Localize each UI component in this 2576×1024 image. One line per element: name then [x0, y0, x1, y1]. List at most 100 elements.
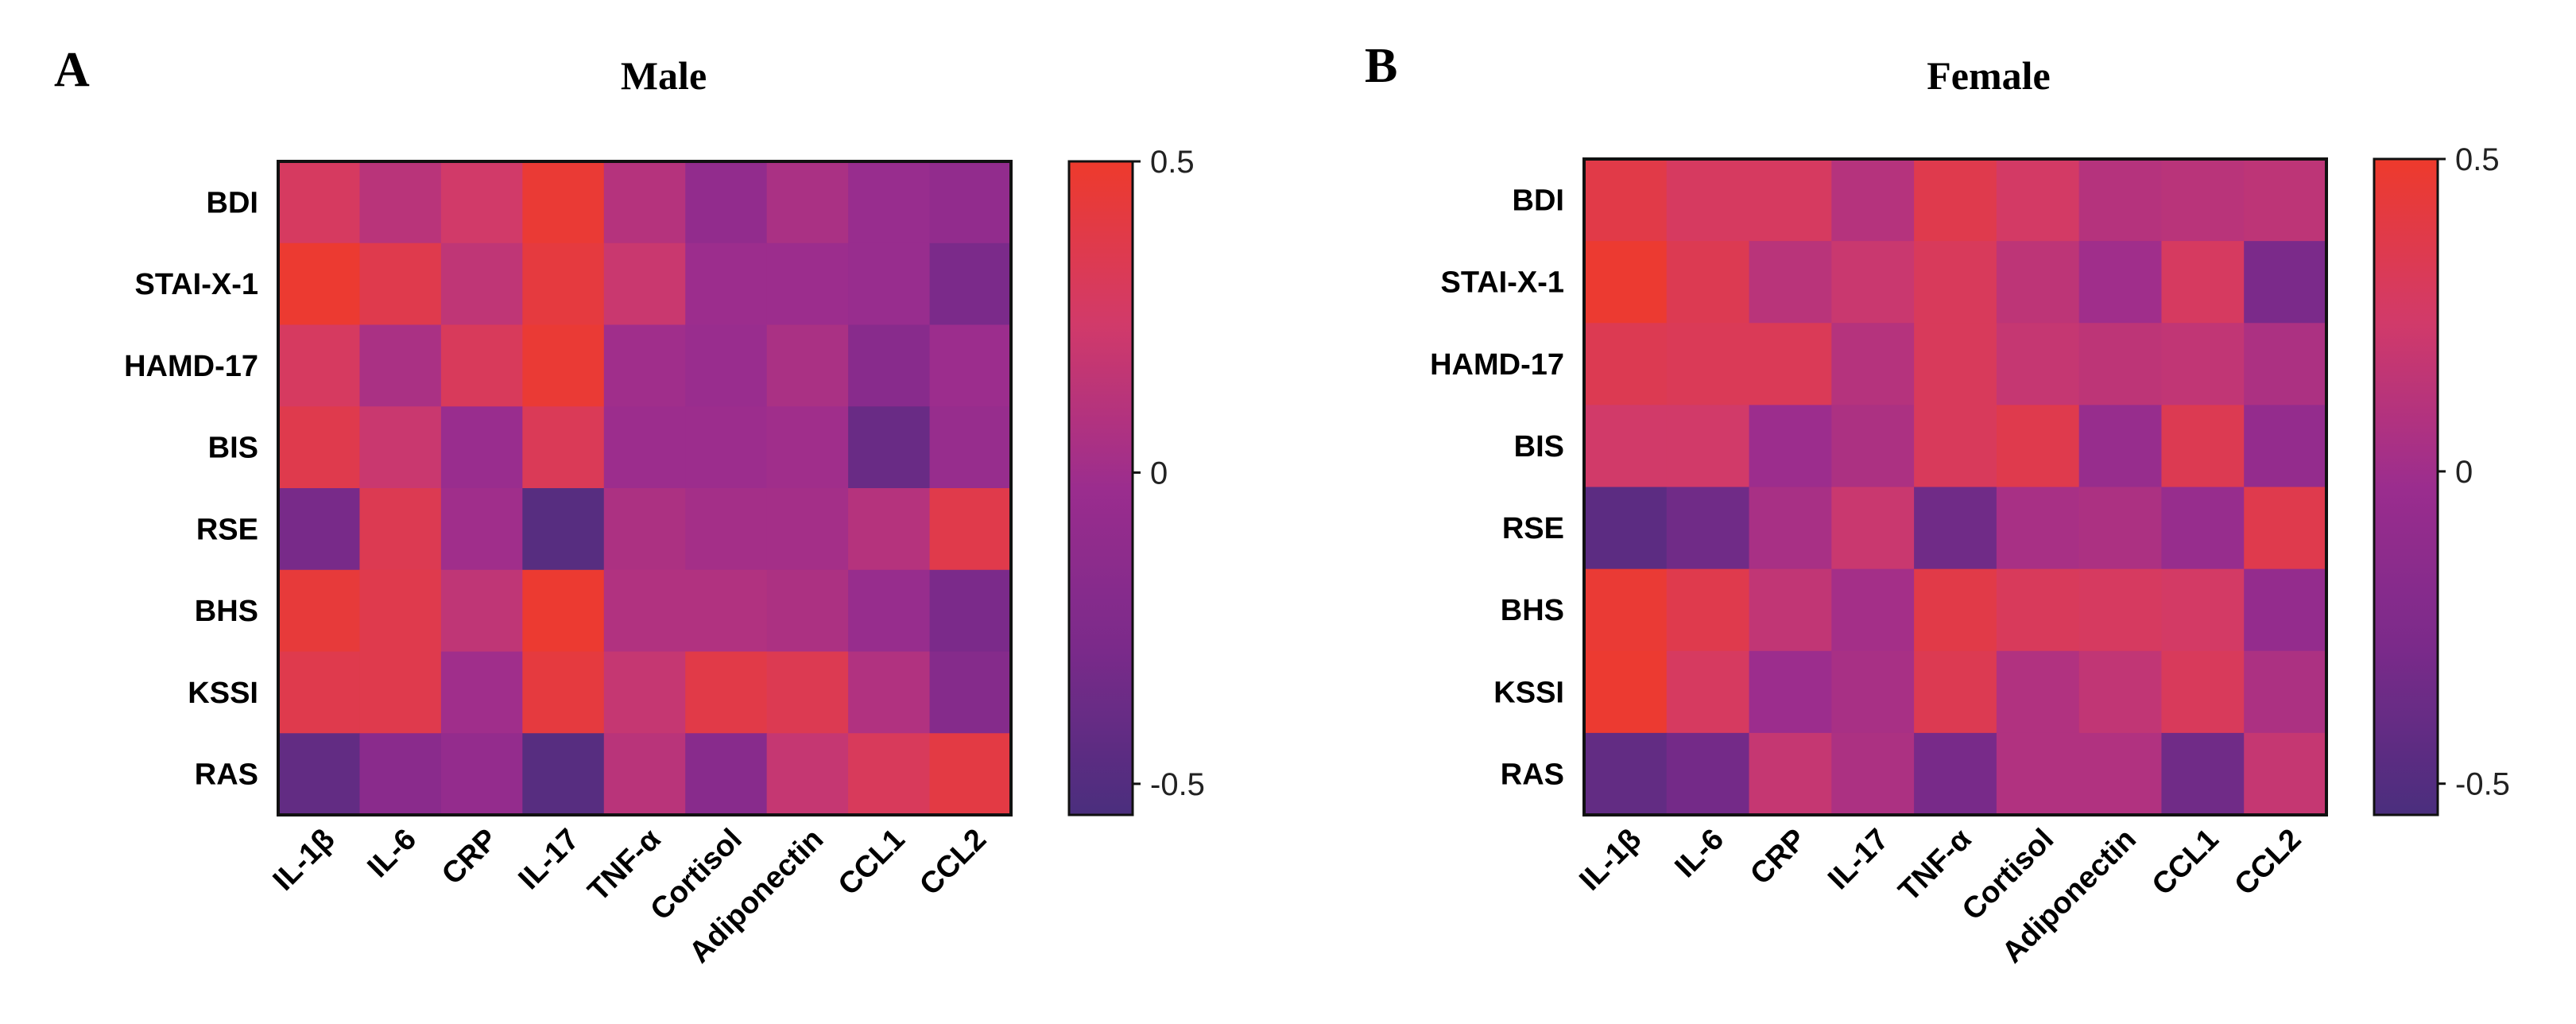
heatmap-cell [440, 569, 523, 653]
colorbar-male: 0.5 0 -0.5 [1067, 145, 1205, 816]
heatmap-cell [848, 488, 931, 571]
heatmap-cell [848, 733, 931, 816]
heatmap-cell [278, 406, 361, 489]
column-label: IL-6 [1669, 823, 1730, 884]
heatmap-cell [603, 406, 686, 489]
heatmap-cell [440, 324, 523, 407]
heatmap-cell [278, 161, 361, 244]
heatmap-cell [522, 242, 605, 326]
heatmap-cell [2078, 732, 2163, 816]
heatmap-cell [1584, 732, 1668, 816]
heatmap-cell [2161, 568, 2245, 652]
heatmap-cell [2244, 405, 2327, 488]
row-label: BIS [1514, 430, 1564, 464]
heatmap-cell [929, 569, 1012, 653]
column-label: IL-1β [267, 823, 342, 898]
heatmap-cell [440, 651, 523, 734]
colorbar-female: 0.5 0 -0.5 [2373, 142, 2510, 816]
heatmap-cell [766, 569, 849, 653]
heatmap-cell [522, 161, 605, 244]
heatmap-cell [1914, 487, 1997, 570]
heatmap-cell [685, 733, 768, 816]
row-label: HAMD-17 [1430, 348, 1564, 382]
heatmap-cell [685, 161, 768, 244]
heatmap-cell [685, 651, 768, 734]
heatmap-cell [766, 406, 849, 489]
heatmap-cell [522, 651, 605, 734]
heatmap-cell [685, 406, 768, 489]
heatmap-cell [278, 488, 361, 571]
heatmap-cell [848, 406, 931, 489]
heatmap-cell [278, 242, 361, 326]
heatmap-cell [1914, 241, 1997, 324]
heatmap-cell [1749, 323, 1832, 405]
heatmap-cells-female [1584, 159, 2327, 816]
heatmap-cell [1749, 405, 1832, 488]
column-label: CRP [1744, 823, 1812, 891]
heatmap-cell [1666, 241, 1750, 324]
heatmap-cell [766, 733, 849, 816]
heatmap-cell [766, 242, 849, 326]
heatmap-cell [1584, 323, 1668, 405]
row-label: BHS [1501, 594, 1564, 627]
heatmap-cell [440, 161, 523, 244]
column-label: IL-17 [513, 823, 586, 896]
heatmap-cell [848, 569, 931, 653]
heatmap-cell [1584, 487, 1668, 570]
heatmap-cell [1749, 568, 1832, 652]
heatmap-cell [359, 733, 442, 816]
heatmap-cell [2078, 568, 2163, 652]
row-label: KSSI [188, 677, 258, 710]
heatmap-cell [1749, 732, 1832, 816]
heatmap-cell [848, 324, 931, 407]
heatmap-cell [2078, 241, 2163, 324]
colorbar-gradient [2373, 157, 2439, 816]
heatmap-cell [1666, 732, 1750, 816]
heatmap-cell [848, 161, 931, 244]
heatmap-cell [766, 324, 849, 407]
heatmap-cell [2244, 159, 2327, 242]
heatmap-cell [1996, 568, 2080, 652]
heatmap-cell [522, 733, 605, 816]
row-label: BDI [1513, 184, 1564, 218]
heatmap-cell [1666, 159, 1750, 242]
heatmap-cell [1749, 487, 1832, 570]
heatmap-cell [1996, 323, 2080, 405]
heatmap-cell [766, 488, 849, 571]
heatmap-cell [2244, 732, 2327, 816]
panel-title-male: Male [621, 53, 707, 98]
panel-letter-a: A [54, 43, 90, 97]
heatmap-cell [2244, 241, 2327, 324]
colorbar-tick-label: 0.5 [2455, 142, 2500, 177]
column-label: CRP [436, 823, 504, 891]
heatmap-cell [359, 406, 442, 489]
heatmap-cell [929, 651, 1012, 734]
heatmap-cell [278, 569, 361, 653]
row-label: STAI-X-1 [1440, 266, 1564, 300]
heatmap-cell [1584, 241, 1668, 324]
heatmap-cell [1914, 159, 1997, 242]
heatmap-cell [766, 161, 849, 244]
heatmap-cell [2244, 568, 2327, 652]
column-label: CCL1 [832, 823, 912, 902]
heatmap-cell [1666, 650, 1750, 734]
row-label: BDI [207, 186, 258, 219]
panel-letter-b: B [1365, 39, 1397, 93]
heatmap-cell [1831, 650, 1915, 734]
heatmap-cell [1666, 487, 1750, 570]
panel-title-female: Female [1927, 53, 2050, 98]
heatmap-cell [440, 242, 523, 326]
heatmap-cell [929, 161, 1012, 244]
heatmap-cell [1996, 732, 2080, 816]
heatmap-cell [278, 651, 361, 734]
row-labels-female: BDI STAI-X-1 HAMD-17 BIS RSE BHS KSSI RAS [1430, 184, 1564, 792]
heatmap-cell [1666, 323, 1750, 405]
heatmap-cell [2078, 487, 2163, 570]
heatmap-cell [2161, 241, 2245, 324]
row-label: RAS [1501, 758, 1564, 791]
heatmap-cell [2244, 650, 2327, 734]
heatmap-cell [522, 569, 605, 653]
heatmap-cell [603, 242, 686, 326]
column-label: CCL1 [2146, 823, 2225, 902]
